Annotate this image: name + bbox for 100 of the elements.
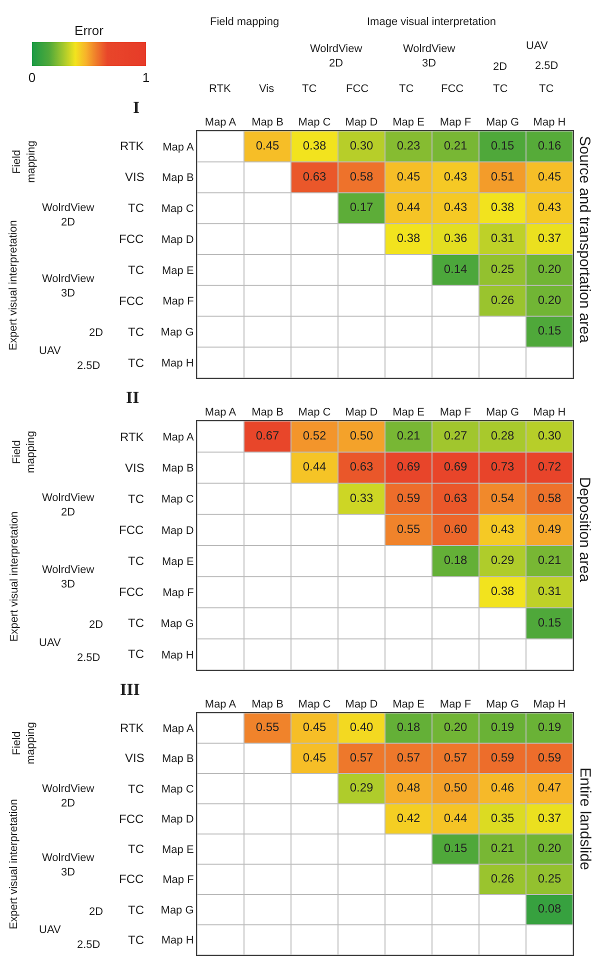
data-label: 0.31 [490,231,514,246]
data-label: 0.45 [256,138,280,152]
data-label: 0.20 [538,262,562,276]
y2-tick-label: TC [128,842,144,856]
data-label: 0.45 [302,720,326,734]
x-tick-label: Map G [486,116,520,129]
x-tick-label: Map B [252,116,284,129]
y-tick-label: Map H [161,934,194,947]
text: Image visual interpretation [367,16,496,28]
text: Expert visual interpretation [8,799,20,930]
data-label: 0.21 [396,428,420,443]
y-tick-label: Map A [162,722,194,735]
text: Expert visual interpretation [8,511,20,642]
y-tick-label: Map E [162,844,194,856]
y-tick-label: Map D [161,524,194,537]
x-tick-label: Map E [392,406,424,419]
data-label: 0.44 [302,460,326,474]
data-label: 0.72 [538,460,562,474]
data-label: 0.38 [396,231,420,246]
x-tick-label: Map B [252,698,284,711]
x-tick-label: Map A [204,698,237,711]
y2-tick-label: TC [128,263,144,277]
data-label: 0.44 [444,810,468,825]
y2-tick-label: TC [128,903,144,917]
data-label: 0.47 [538,780,562,795]
y-tick-label: Map F [162,296,194,308]
data-label: 0.19 [538,720,562,734]
text: 2.5D [77,652,100,664]
text: TC [539,83,554,95]
text: Vis [259,83,275,95]
x-tick-label: Map E [392,698,424,711]
y2-axis-title: Source and transportation area [576,136,593,344]
data-label: 0.57 [444,750,468,764]
data-label: 0.29 [490,553,514,568]
text: WolrdView 3D [403,43,456,70]
x-tick-label: Map A [204,406,237,419]
x-tick-label: Map C [298,406,331,419]
x-tick-label: Map F [440,406,472,419]
data-label: 0.63 [302,169,326,184]
y2-tick-label: TC [128,492,144,506]
text: WolrdView 2D [310,43,362,70]
x-tick-label: Map C [298,698,331,711]
data-label: 0.31 [538,584,562,598]
y-tick-label: Map C [161,494,194,506]
text: TC [302,83,317,95]
text: UAV [39,637,62,649]
y-tick-label: Map G [160,326,194,339]
data-label: 0.28 [490,428,514,443]
data-label: 0.57 [350,750,374,764]
x-tick-label: Map A [204,116,237,129]
data-label: 0.55 [396,522,420,536]
data-label: 0.15 [490,138,514,152]
y2-tick-label: TC [128,647,144,661]
y2-tick-label: TC [128,782,144,796]
data-label: 0.21 [490,841,514,856]
text: WolrdView 3D [42,273,94,300]
text: WolrdView 2D [42,202,94,228]
data-label: 0.16 [538,138,562,152]
y-tick-label: Map E [162,264,194,277]
data-label: 0.14 [444,262,468,276]
data-label: 0.67 [256,428,280,443]
data-label: 0.50 [444,780,468,795]
data-label: 0.23 [396,138,420,152]
chart-title: III [120,680,140,699]
data-label: 0.15 [538,324,562,338]
y2-tick-label: FCC [119,585,144,599]
x-tick-label: Map B [252,406,284,419]
data-label: 0.43 [538,200,562,214]
y2-tick-label: FCC [119,294,144,308]
data-label: 0.38 [490,200,514,214]
text: 2D [89,327,104,339]
y2-axis-title: Entire landslide [576,768,594,870]
text: Field mapping [10,430,38,474]
y-tick-label: Map B [162,172,194,184]
data-label: 0.51 [490,169,514,184]
y-tick-label: Map H [161,357,194,370]
data-label: 0.38 [490,584,514,598]
y2-tick-label: RTK [120,721,144,735]
data-label: 0.59 [538,750,562,764]
x-tick-label: Map H [533,116,566,129]
chart-title: II [126,388,140,407]
data-label: 0.25 [538,871,562,886]
data-label: 0.20 [444,720,468,734]
data-label: 0.37 [538,231,562,246]
x-tick-label: Map D [345,406,378,419]
text: Field mapping [10,722,38,764]
text: 2.5D [77,360,100,372]
x-tick-label: Map F [440,116,472,129]
y2-tick-label: TC [128,325,144,339]
data-label: 0.42 [396,810,420,825]
data-label: 0.43 [490,522,514,536]
data-label: 0.37 [538,810,562,825]
data-label: 0.26 [490,871,514,886]
x-tick-label: Map F [440,698,472,711]
text: 2D [89,906,104,918]
y2-tick-label: FCC [119,232,144,246]
data-label: 0.21 [444,138,468,152]
color-bar-label: 1 [142,70,150,86]
data-label: 0.29 [350,780,374,795]
text: 2.5D [535,60,558,72]
